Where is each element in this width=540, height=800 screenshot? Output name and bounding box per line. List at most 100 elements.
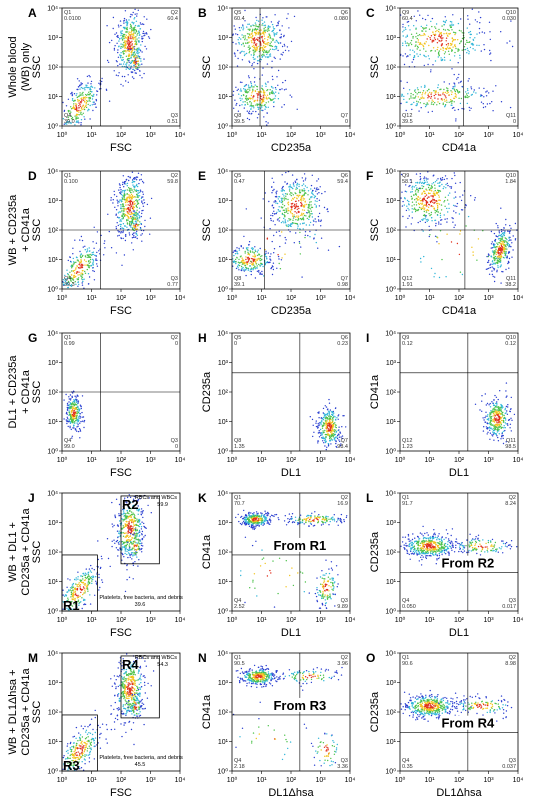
- event-dot: [424, 84, 426, 87]
- event-dot: [429, 192, 431, 195]
- event-dot: [72, 270, 75, 272]
- event-dot: [449, 47, 452, 49]
- event-dot: [131, 54, 133, 56]
- event-dot: [425, 30, 427, 32]
- event-dot: [237, 57, 239, 60]
- event-dot: [73, 93, 76, 95]
- event-dot: [316, 200, 318, 203]
- event-dot: [245, 52, 248, 55]
- event-dot: [258, 269, 260, 272]
- event-dot: [116, 195, 118, 198]
- event-dot: [236, 89, 238, 92]
- event-dot: [266, 16, 268, 18]
- event-dot: [435, 192, 437, 194]
- event-dot: [131, 43, 133, 45]
- event-dot: [263, 52, 265, 54]
- event-dot: [293, 15, 296, 18]
- event-dot: [509, 224, 511, 227]
- event-dot: [273, 234, 275, 237]
- event-dot: [251, 64, 253, 67]
- event-dot: [296, 208, 298, 210]
- event-dot: [257, 257, 260, 260]
- event-dot: [285, 211, 287, 213]
- event-dot: [125, 37, 128, 39]
- event-dot: [127, 81, 129, 84]
- event-dot: [292, 187, 294, 190]
- event-dot: [120, 34, 122, 37]
- event-dot: [131, 215, 134, 218]
- event-dot: [84, 89, 86, 91]
- y-tick-label: 10⁰: [217, 448, 228, 456]
- event-dot: [77, 425, 79, 427]
- event-dot: [326, 420, 328, 422]
- event-dot: [425, 211, 428, 213]
- event-dot: [322, 407, 325, 410]
- event-dot: [415, 44, 417, 46]
- event-dot: [324, 420, 327, 422]
- event-dot: [405, 226, 407, 228]
- event-dot: [82, 254, 84, 257]
- event-dot: [413, 56, 416, 58]
- y-tick-label: 10¹: [218, 419, 229, 426]
- event-dot: [435, 225, 437, 227]
- event-dot: [137, 172, 140, 174]
- event-dot: [249, 50, 251, 53]
- event-dot: [240, 44, 243, 46]
- event-dot: [416, 100, 418, 103]
- event-dot: [436, 214, 439, 216]
- event-dot: [77, 117, 80, 119]
- event-dot: [434, 219, 437, 221]
- row-label: + CD41a: [20, 207, 32, 252]
- event-dot: [277, 23, 279, 25]
- event-dot: [423, 102, 425, 105]
- event-dot: [80, 407, 83, 410]
- event-dot: [92, 270, 94, 272]
- event-dot: [87, 108, 90, 111]
- event-dot: [326, 413, 328, 415]
- event-dot: [137, 64, 140, 67]
- event-dot: [78, 428, 81, 430]
- event-dot: [91, 91, 93, 93]
- event-dot: [303, 190, 305, 192]
- event-dot: [438, 28, 440, 31]
- event-dot: [126, 38, 129, 40]
- event-dot: [495, 248, 497, 250]
- event-dot: [256, 103, 258, 105]
- event-dot: [77, 416, 80, 418]
- event-dot: [439, 35, 441, 38]
- y-axis-label: SSC: [31, 381, 43, 404]
- event-dot: [437, 38, 439, 40]
- event-dot: [254, 39, 256, 41]
- event-dot: [423, 208, 425, 211]
- event-dot: [132, 214, 135, 216]
- event-dot: [428, 188, 431, 191]
- event-dot: [472, 48, 474, 50]
- event-dot: [430, 103, 433, 105]
- event-dot: [292, 219, 294, 221]
- event-dot: [283, 205, 286, 207]
- event-dot: [329, 415, 331, 417]
- event-dot: [135, 20, 138, 22]
- event-dot: [264, 49, 266, 52]
- event-dot: [438, 196, 440, 198]
- event-dot: [260, 44, 262, 46]
- y-tick-label: 10²: [48, 228, 59, 235]
- event-dot: [448, 33, 450, 35]
- event-dot: [456, 205, 458, 208]
- event-dot: [250, 82, 252, 85]
- event-dot: [72, 261, 75, 263]
- event-dot: [300, 246, 302, 248]
- event-dot: [315, 205, 317, 207]
- event-dot: [503, 232, 506, 234]
- event-dot: [425, 56, 427, 58]
- event-dot: [261, 98, 263, 100]
- event-dot: [421, 200, 424, 202]
- y-tick-label: 10¹: [218, 94, 229, 101]
- event-dot: [263, 27, 265, 30]
- event-dot: [458, 253, 461, 256]
- event-dot: [328, 411, 331, 413]
- event-dot: [92, 264, 94, 266]
- event-dot: [122, 230, 125, 232]
- event-dot: [327, 423, 329, 425]
- event-dot: [122, 45, 125, 47]
